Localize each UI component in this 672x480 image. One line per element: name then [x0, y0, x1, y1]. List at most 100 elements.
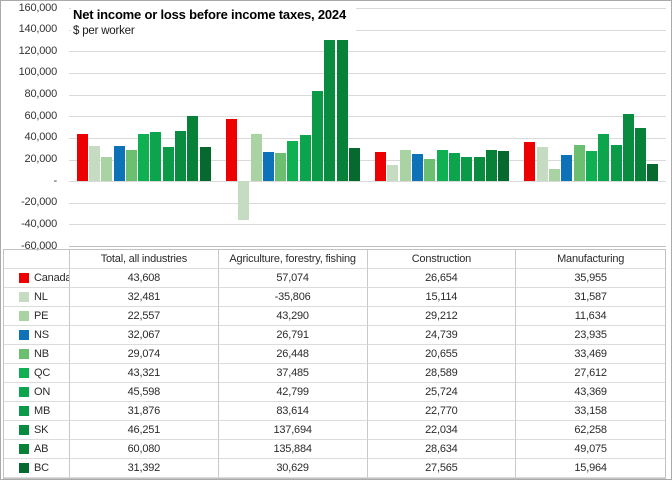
value-cell: 43,290: [218, 307, 368, 326]
column-header: Agriculture, forestry, fishing: [218, 250, 368, 269]
value-cell: 32,481: [70, 288, 219, 307]
bar-on: [150, 131, 162, 182]
gridline: [69, 51, 666, 53]
row-label: NL: [4, 288, 70, 307]
row-label: SK: [4, 421, 70, 440]
row-label: ON: [4, 383, 70, 402]
value-cell: 29,212: [367, 307, 517, 326]
value-cell: 135,884: [218, 440, 368, 459]
legend-key-icon: [19, 349, 29, 359]
legend-key-icon: [19, 273, 29, 283]
bar-pe: [250, 134, 262, 182]
row-label-text: PE: [34, 310, 49, 322]
value-cell: 45,598: [70, 383, 219, 402]
bar-canada: [76, 133, 88, 182]
row-label-text: NL: [34, 291, 48, 303]
y-axis-label: 20,000: [24, 153, 58, 165]
bar-mb: [312, 90, 323, 182]
bar-nb: [424, 158, 436, 181]
gridline: [69, 116, 666, 118]
row-label-text: AB: [34, 443, 49, 455]
bar-qc: [287, 140, 299, 182]
gridline: [69, 224, 666, 226]
plot-area: [69, 8, 666, 247]
bar-sk: [324, 32, 336, 182]
value-cell: 26,654: [367, 269, 517, 288]
bar-ab: [485, 150, 497, 182]
value-cell: 57,074: [218, 269, 368, 288]
bar-on: [448, 153, 460, 182]
chart-title: Net income or loss before income taxes, …: [73, 7, 346, 22]
gridline: [69, 181, 666, 183]
bar-canada: [375, 152, 387, 182]
legend-key-icon: [19, 368, 29, 378]
row-label-text: SK: [34, 424, 49, 436]
bar-nb: [573, 144, 585, 182]
value-cell: 22,557: [70, 307, 219, 326]
row-label: PE: [4, 307, 70, 326]
value-cell: 137,694: [218, 421, 368, 440]
value-cell: 31,392: [70, 459, 219, 478]
bar-ns: [412, 154, 423, 182]
value-cell: 62,258: [516, 421, 665, 440]
value-cell: 28,634: [367, 440, 517, 459]
data-table: Total, all industries Agriculture, forest…: [3, 249, 666, 479]
value-cell: 33,469: [516, 345, 665, 364]
value-cell: 32,067: [70, 326, 219, 345]
legend-key-icon: [19, 406, 29, 416]
y-axis-label: -40,000: [21, 217, 57, 230]
value-cell: 37,485: [218, 364, 368, 383]
row-label: BC: [4, 459, 70, 478]
value-cell: 31,587: [516, 288, 665, 307]
row-label: QC: [4, 364, 70, 383]
value-cell: 20,655: [367, 345, 517, 364]
value-cell: 29,074: [70, 345, 219, 364]
row-label: NB: [4, 345, 70, 364]
bar-sk: [175, 131, 186, 182]
bar-mb: [610, 145, 622, 182]
value-cell: 30,629: [218, 459, 368, 478]
bar-pe: [101, 156, 113, 182]
value-cell: 31,876: [70, 402, 219, 421]
value-cell: 27,565: [367, 459, 517, 478]
bar-sk: [622, 113, 634, 182]
gridline: [69, 137, 666, 139]
column-header: Manufacturing: [516, 250, 665, 269]
gridline: [69, 72, 666, 74]
bar-ab: [635, 128, 647, 182]
y-axis-label: 120,000: [18, 44, 58, 57]
value-cell: 42,799: [218, 383, 368, 402]
bar-canada: [524, 142, 536, 182]
chart-subtitle: $ per worker: [73, 25, 135, 37]
value-cell: 26,791: [218, 326, 368, 345]
y-axis-label: 60,000: [24, 109, 58, 122]
value-cell: 22,034: [367, 421, 517, 440]
bar-bc: [647, 163, 659, 182]
value-cell: 11,634: [516, 307, 665, 326]
value-cell: 23,935: [516, 326, 665, 345]
bar-nb: [275, 152, 287, 182]
value-cell: 43,321: [70, 364, 219, 383]
row-label: Canada: [4, 269, 70, 288]
bar-on: [299, 134, 311, 182]
bar-ns: [262, 152, 274, 182]
row-label: AB: [4, 440, 70, 459]
value-cell: 33,158: [516, 402, 665, 421]
bar-qc: [585, 151, 597, 182]
bar-ns: [113, 146, 125, 182]
table-corner-cell: [4, 250, 70, 269]
bar-nb: [125, 149, 137, 182]
legend-key-icon: [19, 387, 29, 397]
bar-canada: [225, 119, 237, 181]
value-cell: 49,075: [516, 440, 665, 459]
value-cell: 46,251: [70, 421, 219, 440]
value-cell: 43,608: [70, 269, 219, 288]
y-axis-label: 80,000: [24, 88, 58, 100]
gridline: [69, 94, 666, 96]
value-cell: 43,369: [516, 383, 665, 402]
value-cell: 28,589: [367, 364, 517, 383]
gridline: [69, 29, 666, 31]
y-axis-label: 140,000: [18, 23, 58, 36]
row-label-text: NS: [34, 329, 49, 341]
bar-nl: [536, 146, 548, 182]
